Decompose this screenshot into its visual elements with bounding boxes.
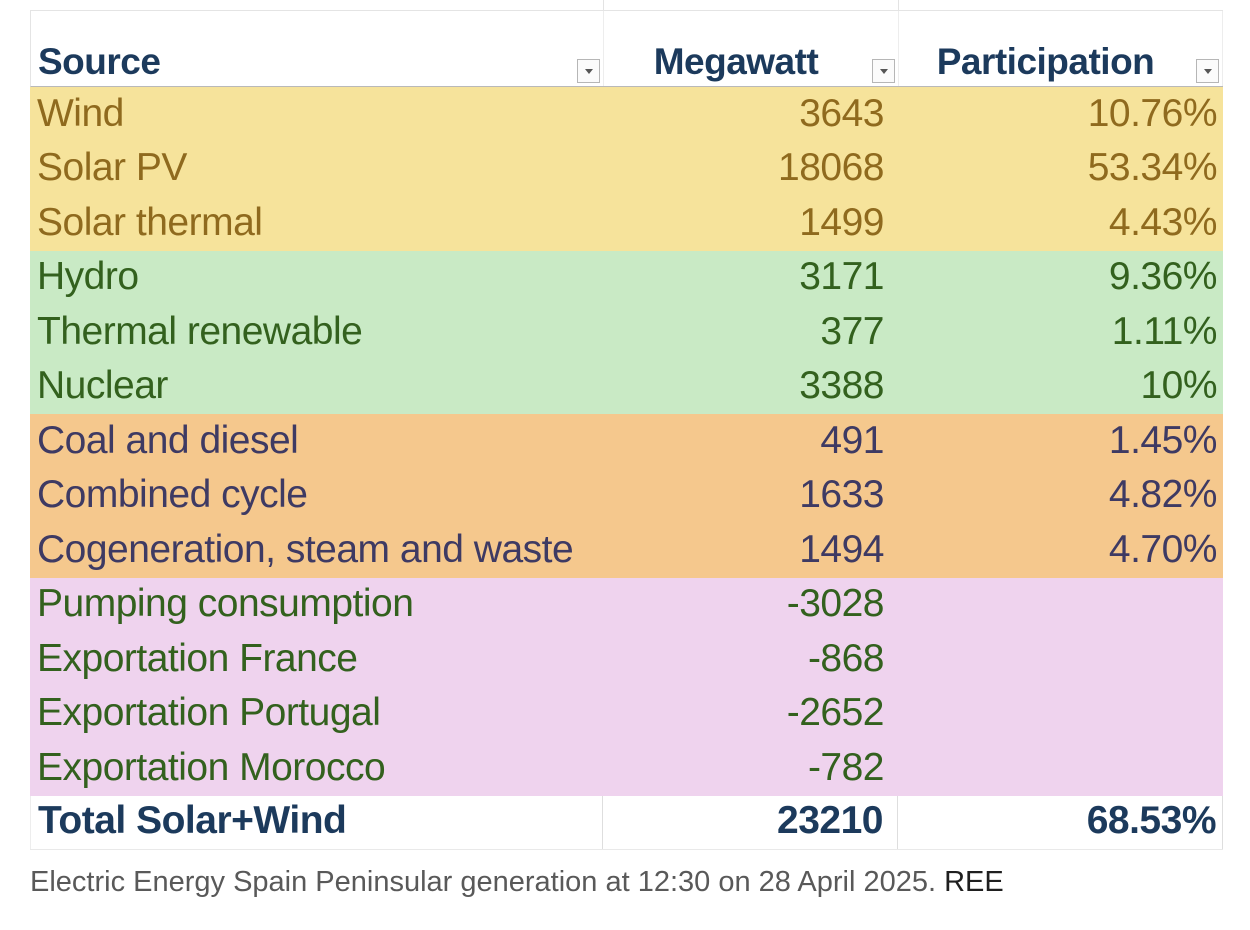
table-row: Solar PV 18068 53.34% bbox=[30, 141, 1223, 196]
table-row: Cogeneration, steam and waste 1494 4.70% bbox=[30, 523, 1223, 578]
participation-cell[interactable] bbox=[898, 741, 1223, 796]
participation-cell[interactable]: 4.70% bbox=[1108, 527, 1218, 571]
gridline-stub bbox=[898, 0, 899, 10]
table-row: Pumping consumption -3028 bbox=[30, 577, 1223, 633]
source-cell[interactable]: Exportation Morocco bbox=[37, 745, 386, 789]
megawatt-cell[interactable]: 3643 bbox=[799, 91, 884, 135]
megawatt-cell[interactable]: -782 bbox=[807, 745, 885, 789]
participation-cell[interactable] bbox=[898, 632, 1223, 687]
table-body: Wind 3643 10.76% Solar PV 18068 53.34% S… bbox=[30, 87, 1223, 796]
participation-cell[interactable] bbox=[898, 578, 1223, 633]
participation-cell[interactable]: 4.82% bbox=[1108, 473, 1218, 516]
megawatt-cell[interactable]: -2652 bbox=[786, 691, 885, 734]
column-header-participation-label: Participation bbox=[936, 41, 1155, 82]
participation-cell[interactable] bbox=[898, 687, 1223, 742]
megawatt-cell[interactable]: 1633 bbox=[799, 473, 884, 516]
megawatt-cell[interactable]: 377 bbox=[820, 309, 884, 353]
spreadsheet-table: Source Megawatt Participation Wind 3643 … bbox=[30, 10, 1223, 850]
table-header-row: Source Megawatt Participation bbox=[30, 10, 1223, 87]
participation-cell[interactable]: 1.45% bbox=[1108, 418, 1218, 462]
participation-cell[interactable]: 10.76% bbox=[1087, 91, 1218, 135]
source-cell[interactable]: Coal and diesel bbox=[37, 418, 299, 462]
source-cell[interactable]: Wind bbox=[37, 91, 124, 135]
megawatt-cell[interactable]: 1499 bbox=[799, 200, 884, 244]
table-row: Nuclear 3388 10% bbox=[30, 359, 1223, 414]
caption: Electric Energy Spain Peninsular generat… bbox=[30, 866, 1004, 899]
column-header-megawatt-label: Megawatt bbox=[653, 41, 819, 82]
source-cell[interactable]: Exportation France bbox=[37, 636, 358, 680]
table-row: Exportation Portugal -2652 bbox=[30, 686, 1223, 742]
filter-dropdown-icon bbox=[1203, 68, 1212, 74]
participation-cell[interactable]: 4.43% bbox=[1108, 200, 1218, 244]
megawatt-cell[interactable]: 1494 bbox=[799, 527, 884, 571]
source-attribution: REE bbox=[944, 866, 1004, 898]
source-cell[interactable]: Pumping consumption bbox=[37, 582, 414, 625]
source-cell[interactable]: Nuclear bbox=[37, 364, 168, 407]
source-cell[interactable]: Thermal renewable bbox=[37, 309, 363, 353]
source-cell[interactable]: Hydro bbox=[37, 255, 139, 298]
participation-cell[interactable]: 9.36% bbox=[1108, 255, 1218, 298]
filter-dropdown-button-megawatt[interactable] bbox=[872, 59, 895, 83]
table-row: Combined cycle 1633 4.82% bbox=[30, 468, 1223, 523]
table-row: Hydro 3171 9.36% bbox=[30, 250, 1223, 305]
source-cell[interactable]: Exportation Portugal bbox=[37, 691, 381, 734]
table-row: Exportation Morocco -782 bbox=[30, 741, 1223, 796]
megawatt-cell[interactable]: -868 bbox=[807, 636, 885, 680]
table-row: Exportation France -868 bbox=[30, 632, 1223, 687]
column-header-source-label: Source bbox=[38, 41, 161, 82]
total-participation-cell[interactable]: 68.53% bbox=[898, 795, 1223, 849]
megawatt-cell[interactable]: 491 bbox=[820, 418, 884, 462]
megawatt-cell[interactable]: -3028 bbox=[786, 582, 885, 625]
filter-dropdown-button-source[interactable] bbox=[577, 59, 600, 83]
caption-text: Electric Energy Spain Peninsular generat… bbox=[30, 866, 945, 898]
table-row: Solar thermal 1499 4.43% bbox=[30, 196, 1223, 251]
source-cell[interactable]: Combined cycle bbox=[37, 473, 308, 516]
participation-cell[interactable]: 1.11% bbox=[1111, 309, 1218, 353]
table-row: Coal and diesel 491 1.45% bbox=[30, 414, 1223, 469]
participation-cell[interactable]: 53.34% bbox=[1087, 146, 1218, 189]
participation-cell[interactable]: 10% bbox=[1140, 364, 1217, 407]
column-header-megawatt[interactable]: Megawatt bbox=[604, 11, 899, 86]
source-cell[interactable]: Solar thermal bbox=[37, 200, 263, 244]
table-row: Thermal renewable 377 1.11% bbox=[30, 305, 1223, 360]
column-header-participation[interactable]: Participation bbox=[899, 11, 1223, 86]
table-total-row: Total Solar+Wind 23210 68.53% bbox=[30, 795, 1223, 850]
filter-dropdown-icon bbox=[879, 68, 888, 74]
source-cell[interactable]: Cogeneration, steam and waste bbox=[37, 527, 574, 571]
total-source-cell[interactable]: Total Solar+Wind bbox=[30, 795, 603, 849]
filter-dropdown-icon bbox=[584, 68, 593, 74]
megawatt-cell[interactable]: 18068 bbox=[778, 146, 884, 189]
megawatt-cell[interactable]: 3171 bbox=[799, 255, 884, 298]
filter-dropdown-button-participation[interactable] bbox=[1196, 59, 1219, 83]
total-megawatt-cell[interactable]: 23210 bbox=[603, 795, 898, 849]
gridline-stub bbox=[603, 0, 604, 10]
source-cell[interactable]: Solar PV bbox=[37, 146, 187, 189]
megawatt-cell[interactable]: 3388 bbox=[799, 364, 884, 407]
table-row: Wind 3643 10.76% bbox=[30, 87, 1223, 142]
column-header-source[interactable]: Source bbox=[31, 11, 604, 86]
